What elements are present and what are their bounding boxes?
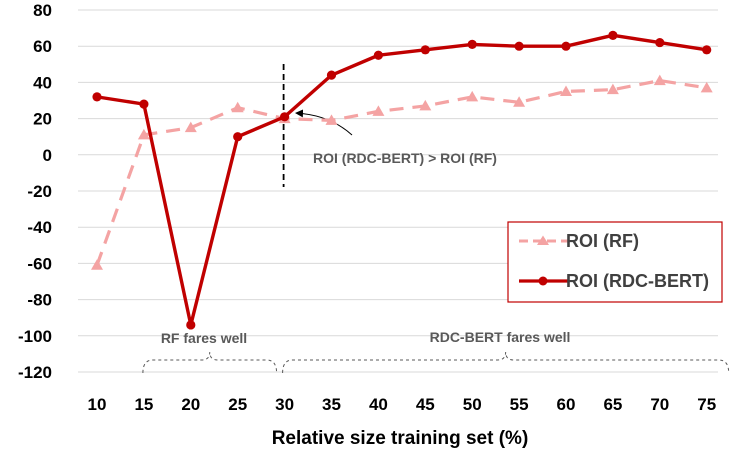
point-roi-rdc-bert [280,112,290,122]
x-tick-label: 40 [369,395,388,414]
crossover-arrow [295,109,353,136]
y-axis-ticks: -120 -100 -80 -60 -40 -20 0 20 40 60 80 [18,1,52,382]
legend: ROI (RF) ROI (RDC-BERT) [507,221,723,303]
point-roi-rf [372,105,385,116]
legend-label-roi-rdc-bert: ROI (RDC-BERT) [566,271,709,291]
point-roi-rdc-bert [608,30,618,40]
y-tick-label: 40 [33,73,52,92]
y-tick-label: -80 [27,291,52,310]
point-roi-rdc-bert [514,41,524,51]
point-roi-rdc-bert [373,50,383,60]
series-roi-rdc-bert [92,30,712,330]
point-roi-rdc-bert [467,39,477,49]
point-roi-rdc-bert [561,41,571,51]
point-roi-rdc-bert [139,99,149,109]
point-roi-rf [560,85,572,96]
x-axis-title: Relative size training set (%) [272,428,529,449]
x-tick-label: 20 [181,395,200,414]
x-tick-label: 15 [134,395,153,414]
point-roi-rf [137,128,150,140]
point-roi-rf [184,121,197,133]
series-roi-rf [91,74,713,270]
y-tick-label: 0 [43,146,52,165]
y-tick-label: -60 [27,254,52,273]
crossover-annotation-label: ROI (RDC-BERT) > ROI (RF) [313,150,497,166]
legend-entry-roi-rdc-bert: ROI (RDC-BERT) [519,271,709,291]
series-line-roi-rdc-bert [96,33,707,327]
legend-marker-circle [538,276,548,286]
point-roi-rf [325,114,338,125]
gridlines [78,9,718,373]
region-bert-brace [282,351,730,374]
series-line-roi-rf [95,78,707,266]
x-axis-ticks: 10 15 20 25 30 35 40 45 50 55 60 65 70 75 [88,395,717,414]
y-tick-label: -120 [18,363,52,382]
point-roi-rdc-bert [186,320,196,330]
point-roi-rf [419,99,432,111]
legend-marker-triangle [537,235,549,245]
region-rf-brace [142,351,278,374]
x-tick-label: 10 [88,395,107,414]
y-tick-label: -100 [18,327,52,346]
point-roi-rdc-bert [655,37,665,48]
x-tick-label: 55 [510,395,529,414]
point-roi-rf [231,101,244,113]
point-roi-rf [606,83,619,95]
region-bert-label: RDC-BERT fares well [430,329,571,345]
point-roi-rf [91,259,103,270]
legend-entry-roi-rf: ROI (RF) [519,231,639,251]
point-roi-rdc-bert [92,92,102,102]
x-tick-label: 75 [697,395,716,414]
point-roi-rf [653,74,666,86]
y-tick-label: 20 [33,110,52,129]
x-tick-label: 60 [557,395,576,414]
point-roi-rf [700,81,713,93]
series [91,30,713,330]
y-tick-label: -40 [27,218,52,237]
x-tick-label: 50 [463,395,482,414]
point-roi-rdc-bert [326,70,337,80]
legend-label-roi-rf: ROI (RF) [566,231,639,251]
y-tick-label: 60 [33,37,52,56]
x-tick-label: 45 [416,395,435,414]
legend-box [507,221,723,303]
region-rf-label: RF fares well [161,330,247,346]
point-roi-rdc-bert [233,132,243,142]
point-roi-rf [466,90,479,102]
annotations: ROI (RDC-BERT) > ROI (RF) RF fares well … [142,64,730,374]
x-tick-label: 30 [275,395,294,414]
x-tick-label: 25 [228,395,247,414]
y-tick-label: 80 [33,1,52,20]
x-tick-label: 70 [650,395,669,414]
point-roi-rf [513,96,526,107]
point-roi-rdc-bert [420,45,430,55]
y-tick-label: -20 [27,182,52,201]
x-tick-label: 65 [603,395,622,414]
point-roi-rdc-bert [702,45,712,55]
x-tick-label: 35 [322,395,341,414]
